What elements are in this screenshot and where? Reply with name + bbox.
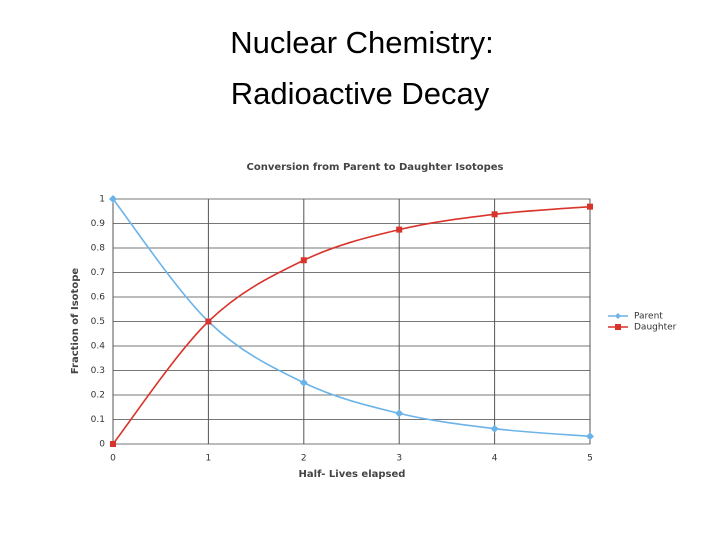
y-tick-label: 0.1 bbox=[91, 415, 105, 425]
point bbox=[300, 257, 307, 264]
legend-label: Parent bbox=[634, 312, 663, 322]
x-tick-label: 0 bbox=[110, 454, 116, 464]
legend-label: Daughter bbox=[634, 323, 677, 333]
point bbox=[396, 226, 403, 233]
y-tick-label: 0.4 bbox=[91, 342, 106, 352]
legend-marker bbox=[615, 313, 621, 319]
chart-title: Conversion from Parent to Daughter Isoto… bbox=[246, 162, 503, 173]
y-tick-label: 0.3 bbox=[91, 366, 105, 376]
point bbox=[395, 409, 404, 418]
point bbox=[491, 211, 498, 218]
x-tick-label: 4 bbox=[492, 454, 498, 464]
point bbox=[587, 203, 593, 210]
y-tick-label: 1 bbox=[99, 195, 105, 205]
point bbox=[586, 432, 594, 441]
y-tick-label: 0 bbox=[99, 440, 105, 450]
x-axis-label: Half- Lives elapsed bbox=[299, 469, 406, 480]
x-tick-label: 2 bbox=[301, 454, 307, 464]
point bbox=[299, 378, 308, 387]
slide-title: Radioactive Decay bbox=[231, 76, 490, 111]
y-tick-label: 0.8 bbox=[91, 244, 106, 254]
y-tick-label: 0.5 bbox=[91, 317, 105, 327]
point bbox=[490, 424, 499, 433]
y-axis-label: Fraction of Isotope bbox=[70, 268, 81, 375]
point bbox=[205, 318, 212, 325]
point bbox=[110, 441, 116, 447]
x-tick-label: 5 bbox=[587, 454, 593, 464]
y-tick-label: 0.7 bbox=[91, 268, 105, 278]
x-tick-label: 3 bbox=[396, 454, 402, 464]
x-tick-label: 1 bbox=[206, 454, 212, 464]
y-tick-label: 0.6 bbox=[91, 293, 106, 303]
y-tick-label: 0.9 bbox=[91, 219, 106, 229]
slide-title: Nuclear Chemistry: bbox=[230, 25, 494, 60]
point bbox=[109, 195, 117, 203]
legend-marker bbox=[615, 324, 621, 330]
y-tick-label: 0.2 bbox=[91, 391, 105, 401]
